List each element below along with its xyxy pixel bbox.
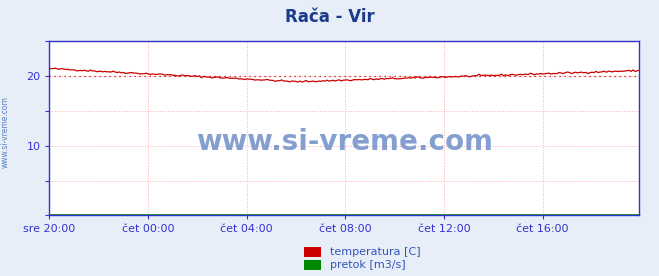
Legend: temperatura [C], pretok [m3/s]: temperatura [C], pretok [m3/s] [304, 247, 420, 270]
Text: www.si-vreme.com: www.si-vreme.com [196, 128, 493, 156]
Text: www.si-vreme.com: www.si-vreme.com [1, 97, 10, 168]
Text: Rača - Vir: Rača - Vir [285, 8, 374, 26]
